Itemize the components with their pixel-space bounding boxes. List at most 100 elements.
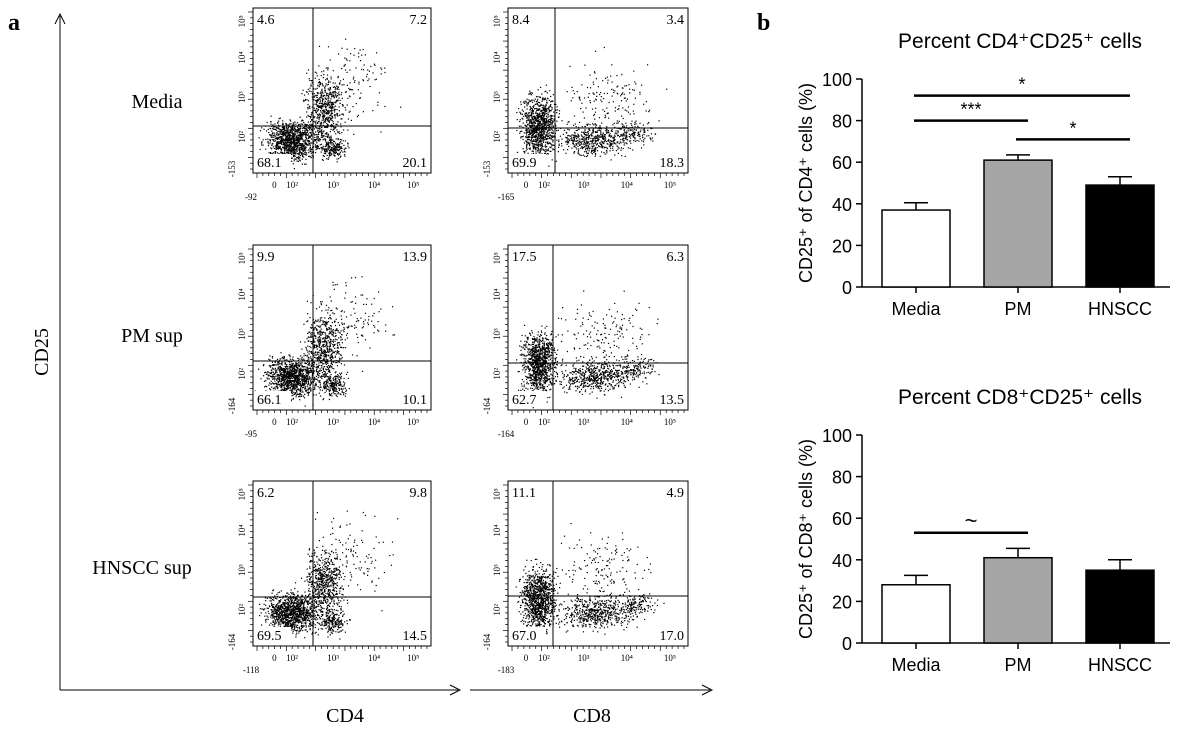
flow-plot-frame (507, 480, 689, 647)
x-tick-label-hnscc: HNSCC (1088, 299, 1152, 319)
flow-y-min-label: -164 (482, 397, 492, 414)
bar-pm (983, 159, 1053, 288)
flow-events (259, 510, 399, 640)
bar-chart-cd8: Percent CD8⁺CD25⁺ cells CD25⁺ of CD8⁺ cel… (796, 386, 1170, 675)
flow-y-tick-label: 10⁵ (237, 15, 247, 27)
flow-y-ticks: 10² 10³ 10⁴ 10⁵ -164 (227, 248, 253, 414)
flow-y-ticks: 10² 10³ 10⁴ 10⁵ -153 (227, 11, 253, 177)
quadrant-percent-ll: 67.0 (512, 629, 537, 644)
flow-x-tick-label: 10² (286, 180, 298, 190)
flow-x-tick-label: 10² (286, 417, 298, 427)
flow-x-ticks: 0 10² 10³ 10⁴ 10⁵ -92 (245, 173, 428, 202)
flow-y-tick-label: 10³ (492, 91, 502, 103)
flow-y-tick-label: 10⁴ (492, 52, 502, 64)
flow-x-tick-label: 0 (272, 180, 277, 190)
y-tick-label: 80 (832, 112, 852, 132)
flow-x-ticks: 0 10² 10³ 10⁴ 10⁵ -183 (498, 646, 685, 675)
quadrant-percent-ur: 13.9 (403, 250, 428, 265)
flow-y-tick-label: 10⁴ (492, 289, 502, 301)
flow-x-tick-label: 10⁵ (664, 180, 676, 190)
quadrant-percent-ur: 3.4 (667, 13, 685, 28)
flow-y-min-label: -164 (227, 633, 237, 650)
flow-x-min-label: -95 (245, 429, 257, 439)
flow-y-tick-label: 10³ (237, 91, 247, 103)
flow-plot-frame (507, 244, 689, 411)
bar-hnscc (1085, 569, 1155, 644)
y-tick-label: 20 (832, 592, 852, 612)
flow-row-label-media: Media (131, 91, 182, 113)
panel-label-b: b (757, 10, 770, 36)
flow-y-axis-label: CD25 (31, 328, 53, 376)
flow-x-tick-label: 10⁴ (368, 653, 380, 663)
y-tick-label: 40 (832, 551, 852, 571)
flow-x-min-label: -164 (498, 429, 515, 439)
flow-events (516, 46, 668, 170)
quadrant-percent-ul: 6.2 (257, 486, 275, 501)
flow-plot-cd4-2: 6.2 9.8 69.5 14.5 0 10² 10³ 10⁴ 10⁵ -118 10² 10³ 10⁴… (227, 480, 432, 675)
flow-y-tick-label: 10⁵ (492, 15, 502, 27)
flow-plot-frame (507, 7, 689, 174)
quadrant-percent-ul: 11.1 (512, 486, 536, 501)
flow-x-tick-label: 0 (524, 180, 529, 190)
flow-x-tick-label: 10² (538, 417, 550, 427)
flow-y-tick-label: 10³ (237, 328, 247, 340)
flow-plot-cd4-1: 9.9 13.9 66.1 10.1 0 10² 10³ 10⁴ 10⁵ -95 10² 10³ 10⁴… (227, 244, 432, 439)
flow-y-tick-label: 10² (492, 604, 502, 616)
flow-y-tick-label: 10⁵ (492, 488, 502, 500)
flow-y-tick-label: 10³ (492, 564, 502, 576)
quadrant-percent-lr: 10.1 (403, 393, 428, 408)
bar-charts: Percent CD4⁺CD25⁺ cells CD25⁺ of CD4⁺ cel… (796, 30, 1170, 675)
quadrant-percent-ur: 6.3 (667, 250, 685, 265)
y-tick-label: 100 (822, 70, 852, 90)
quadrant-percent-lr: 13.5 (660, 393, 685, 408)
x-tick-label-hnscc: HNSCC (1088, 655, 1152, 675)
flow-plot-cd4-0: 4.6 7.268.1 20.10 10² 10³ 10⁴ 10⁵-9210²10³10⁴1… (227, 7, 432, 202)
flow-plot-cd8-2: 11.1 4.967.0 17.00 10² 10³ 10⁴ 10⁵-18310²10³10… (482, 480, 689, 675)
flow-plot-frame (252, 480, 432, 647)
y-tick-label: 40 (832, 195, 852, 215)
flow-x-min-label: -183 (498, 665, 515, 675)
significance-label: * (1018, 75, 1025, 95)
flow-y-tick-label: 10³ (237, 564, 247, 576)
flow-x-tick-label: 10⁵ (664, 417, 676, 427)
flow-y-tick-label: 10² (237, 131, 247, 143)
quadrant-percent-ll: 62.7 (512, 393, 537, 408)
significance-label: * (1069, 118, 1076, 138)
flow-x-tick-label: 10⁴ (621, 180, 633, 190)
flow-x-tick-label: 10⁴ (621, 417, 633, 427)
quadrant-percent-ur: 4.9 (667, 486, 685, 501)
flow-x-min-label: -92 (245, 192, 257, 202)
flow-y-tick-label: 10⁵ (492, 252, 502, 264)
quadrant-percent-ul: 9.9 (257, 250, 275, 265)
quadrant-percent-ul: 4.6 (257, 13, 275, 28)
flow-x-tick-label: 10⁴ (368, 417, 380, 427)
quadrant-percent-lr: 18.3 (660, 156, 685, 171)
flow-y-tick-label: 10² (237, 368, 247, 380)
y-tick-label: 0 (842, 278, 852, 298)
quadrant-percent-ur: 7.2 (410, 13, 428, 28)
flow-x-label-cd8: CD8 (573, 705, 611, 727)
bar-media (881, 209, 951, 288)
flow-plot-frame (252, 7, 432, 174)
flow-events (258, 38, 402, 170)
bar-chart-ylabel: CD25⁺ of CD8⁺ cells (%) (796, 439, 816, 639)
flow-plot-cd8-1: 17.5 6.362.7 13.50 10² 10³ 10⁴ 10⁵-16410²10³10… (482, 244, 689, 439)
flow-y-ticks: 10² 10³ 10⁴ 10⁵ -164 (482, 248, 508, 414)
quadrant-percent-ll: 68.1 (257, 156, 282, 171)
flow-x-tick-label: 10⁵ (407, 417, 419, 427)
flow-y-tick-label: 10⁴ (237, 525, 247, 537)
x-tick-label-pm: PM (1005, 655, 1032, 675)
flow-y-tick-label: 10² (492, 368, 502, 380)
x-tick-label-media: Media (891, 655, 941, 675)
flow-row-label-hnscc: HNSCC sup (92, 557, 191, 579)
flow-x-tick-label: 10³ (578, 417, 590, 427)
flow-events (254, 276, 396, 407)
quadrant-percent-lr: 14.5 (403, 629, 428, 644)
flow-x-tick-label: 10³ (327, 180, 339, 190)
flow-x-ticks: 0 10² 10³ 10⁴ 10⁵ -95 (245, 410, 428, 439)
y-tick-label: 100 (822, 426, 852, 446)
x-tick-label-media: Media (891, 299, 941, 319)
bar-hnscc (1085, 184, 1155, 288)
quadrant-percent-ul: 8.4 (512, 13, 530, 28)
x-tick-label-pm: PM (1005, 299, 1032, 319)
